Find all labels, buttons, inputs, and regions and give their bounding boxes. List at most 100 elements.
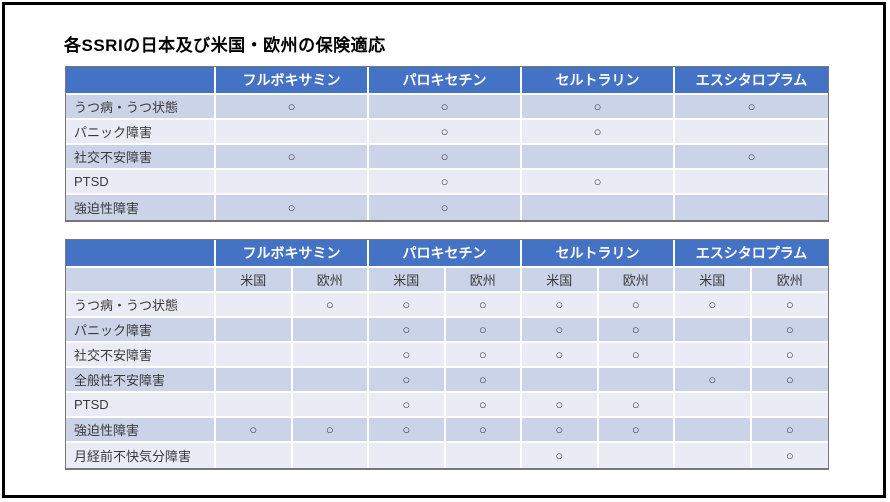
drug-header: エスシタロプラム xyxy=(675,67,828,95)
region-corner-cell xyxy=(66,268,216,293)
empty-cell xyxy=(292,343,369,368)
approved-mark: ○ xyxy=(445,368,522,393)
indication-label: うつ病・うつ状態 xyxy=(66,95,216,120)
empty-cell xyxy=(216,368,293,393)
empty-cell xyxy=(522,195,675,220)
empty-cell xyxy=(675,418,752,443)
header-row: フルボキサミン パロキセチン セルトラリン エスシタロプラム xyxy=(66,240,828,268)
approved-mark: ○ xyxy=(675,95,828,120)
approved-mark: ○ xyxy=(522,343,599,368)
approved-mark: ○ xyxy=(216,145,369,170)
table-row: 月経前不快気分障害 ○ ○ xyxy=(66,443,828,468)
table-us-eu-coverage: フルボキサミン パロキセチン セルトラリン エスシタロプラム 米国 欧州 米国 欧州 米国 欧州米… xyxy=(65,239,829,470)
approved-mark: ○ xyxy=(445,343,522,368)
header-row: フルボキサミン パロキセチン セルトラリン エスシタロプラム xyxy=(66,67,828,95)
table-row: PTSD ○ ○ ○ ○ xyxy=(66,393,828,418)
region-header-row: 米国 欧州 米国 欧州 米国 欧州 米国 欧州 xyxy=(66,268,828,293)
approved-mark: ○ xyxy=(369,393,446,418)
empty-cell xyxy=(216,343,293,368)
approved-mark: ○ xyxy=(522,293,599,318)
approved-mark: ○ xyxy=(751,343,828,368)
region-header: 欧州 xyxy=(445,268,522,293)
approved-mark: ○ xyxy=(369,95,522,120)
approved-mark: ○ xyxy=(675,145,828,170)
approved-mark: ○ xyxy=(598,343,675,368)
empty-cell xyxy=(216,293,293,318)
table-row: うつ病・うつ状態 ○ ○ ○ ○ xyxy=(66,95,828,120)
empty-cell xyxy=(216,120,369,145)
approved-mark: ○ xyxy=(445,318,522,343)
header-corner-cell xyxy=(66,240,216,268)
approved-mark: ○ xyxy=(369,343,446,368)
region-header: 欧州 xyxy=(292,268,369,293)
approved-mark: ○ xyxy=(369,145,522,170)
approved-mark: ○ xyxy=(216,418,293,443)
approved-mark: ○ xyxy=(522,318,599,343)
empty-cell xyxy=(292,393,369,418)
indication-label: 社交不安障害 xyxy=(66,343,216,368)
drug-header: エスシタロプラム xyxy=(675,240,828,268)
page-title: 各SSRIの日本及び米国・欧州の保険適応 xyxy=(64,36,386,55)
table-row: 社交不安障害 ○ ○ ○ xyxy=(66,145,828,170)
drug-header: セルトラリン xyxy=(522,67,675,95)
approved-mark: ○ xyxy=(292,293,369,318)
region-header: 欧州 xyxy=(751,268,828,293)
drug-header: フルボキサミン xyxy=(216,67,369,95)
region-header: 米国 xyxy=(675,268,752,293)
approved-mark: ○ xyxy=(522,443,599,468)
approved-mark: ○ xyxy=(369,195,522,220)
approved-mark: ○ xyxy=(598,418,675,443)
empty-cell xyxy=(675,318,752,343)
empty-cell xyxy=(751,393,828,418)
approved-mark: ○ xyxy=(522,418,599,443)
indication-label: パニック障害 xyxy=(66,318,216,343)
approved-mark: ○ xyxy=(751,418,828,443)
approved-mark: ○ xyxy=(369,318,446,343)
approved-mark: ○ xyxy=(369,120,522,145)
approved-mark: ○ xyxy=(369,293,446,318)
indication-label: パニック障害 xyxy=(66,120,216,145)
empty-cell xyxy=(216,443,293,468)
approved-mark: ○ xyxy=(369,368,446,393)
indication-label: 月経前不快気分障害 xyxy=(66,443,216,468)
indication-label: うつ病・うつ状態 xyxy=(66,293,216,318)
indication-label: 全般性不安障害 xyxy=(66,368,216,393)
empty-cell xyxy=(445,443,522,468)
approved-mark: ○ xyxy=(751,368,828,393)
drug-header: セルトラリン xyxy=(522,240,675,268)
approved-mark: ○ xyxy=(522,393,599,418)
approved-mark: ○ xyxy=(751,318,828,343)
region-header: 米国 xyxy=(369,268,446,293)
approved-mark: ○ xyxy=(598,293,675,318)
region-header: 欧州 xyxy=(598,268,675,293)
region-header: 米国 xyxy=(216,268,293,293)
indication-label: 強迫性障害 xyxy=(66,195,216,220)
approved-mark: ○ xyxy=(216,95,369,120)
empty-cell xyxy=(675,393,752,418)
drug-header: フルボキサミン xyxy=(216,240,369,268)
table-row: PTSD ○ ○ xyxy=(66,170,828,195)
empty-cell xyxy=(216,318,293,343)
approved-mark: ○ xyxy=(445,293,522,318)
drug-header: パロキセチン xyxy=(369,67,522,95)
approved-mark: ○ xyxy=(522,170,675,195)
empty-cell xyxy=(292,318,369,343)
empty-cell xyxy=(675,443,752,468)
table-japan-coverage: フルボキサミン パロキセチン セルトラリン エスシタロプラム うつ病・うつ状態 ○ ○ ○ ○ パ… xyxy=(65,66,829,222)
approved-mark: ○ xyxy=(445,393,522,418)
empty-cell xyxy=(598,368,675,393)
approved-mark: ○ xyxy=(216,195,369,220)
table-row: パニック障害 ○ ○ ○ ○ ○ xyxy=(66,318,828,343)
region-header: 米国 xyxy=(522,268,599,293)
empty-cell xyxy=(292,368,369,393)
approved-mark: ○ xyxy=(369,418,446,443)
empty-cell xyxy=(675,195,828,220)
approved-mark: ○ xyxy=(445,418,522,443)
table-row: 社交不安障害 ○ ○ ○ ○ ○ xyxy=(66,343,828,368)
indication-label: 社交不安障害 xyxy=(66,145,216,170)
empty-cell xyxy=(292,443,369,468)
table-row: 全般性不安障害 ○ ○ ○ ○ xyxy=(66,368,828,393)
empty-cell xyxy=(216,170,369,195)
indication-label: PTSD xyxy=(66,170,216,195)
